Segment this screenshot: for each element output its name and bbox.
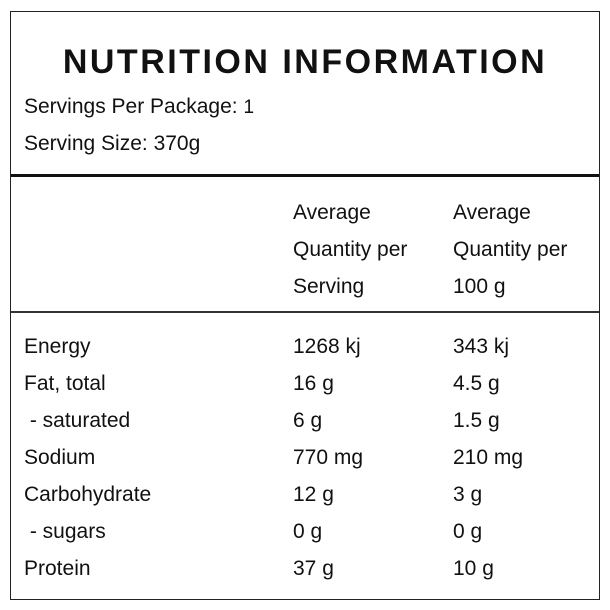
nutrient-row-sugars: - sugars 0 g 0 g [11,513,599,550]
nutrient-row-energy: Energy 1268 kj 343 kj [11,328,599,365]
panel-title: NUTRITION INFORMATION [62,43,548,81]
column-header-line: 100 g [453,275,506,298]
column-header-per-serving: Average Quantity per Serving [293,194,407,305]
servings-per-package: Servings Per Package: 1 [24,94,254,121]
nutrient-name: - sugars [24,520,106,543]
per-serving-value: 37 g [293,557,334,580]
nutrient-name: - saturated [24,409,131,432]
per-100g-value: 210 mg [453,446,524,469]
serving-size: Serving Size: 370g [24,131,200,157]
column-header-line: Quantity per [293,238,408,261]
per-serving-value: 6 g [293,409,323,432]
per-serving-value: 770 mg [293,446,364,469]
nutrient-row-sodium: Sodium 770 mg 210 mg [11,439,599,476]
column-header-line: Average [293,201,371,224]
per-100g-value: 10 g [453,557,494,580]
per-serving-value: 12 g [293,483,334,506]
servings-per-package-value: 1 [243,97,255,118]
column-header-line: Average [453,201,531,224]
per-serving-value: 16 g [293,372,334,395]
per-serving-value: 0 g [293,520,323,543]
serving-size-value: 370g [153,132,201,155]
column-header-per-100g: Average Quantity per 100 g [453,194,567,305]
nutrient-row-saturated: - saturated 6 g 1.5 g [11,402,599,439]
nutrient-name: Fat, total [24,372,106,395]
per-100g-value: 0 g [453,520,483,543]
servings-per-package-label: Servings Per Package: [24,95,244,118]
column-header-line: Quantity per [453,238,568,261]
nutrient-name: Protein [24,557,91,580]
nutrient-name: Energy [24,335,91,358]
per-100g-value: 3 g [453,483,483,506]
nutrient-row-carbohydrate: Carbohydrate 12 g 3 g [11,476,599,513]
nutrient-name: Sodium [24,446,96,469]
header-divider [11,174,599,177]
per-100g-value: 4.5 g [453,372,500,395]
column-header-line: Serving [293,275,365,298]
nutrient-name: Carbohydrate [24,483,152,506]
nutrient-row-fat-total: Fat, total 16 g 4.5 g [11,365,599,402]
per-100g-value: 1.5 g [453,409,500,432]
nutrition-panel: NUTRITION INFORMATION Servings Per Packa… [10,11,600,600]
nutrient-row-protein: Protein 37 g 10 g [11,550,599,587]
serving-size-label: Serving Size: [24,132,154,155]
per-serving-value: 1268 kj [293,335,361,358]
table-divider [11,311,599,313]
per-100g-value: 343 kj [453,335,510,358]
